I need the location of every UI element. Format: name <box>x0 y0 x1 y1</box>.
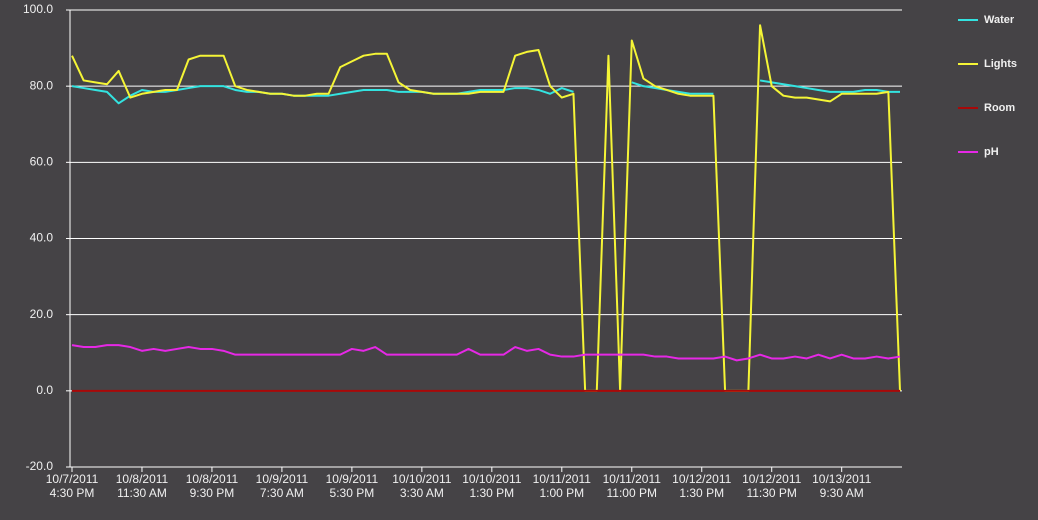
series-line <box>71 24 901 392</box>
x-tick-label: 10/11/2011 1:00 PM <box>532 472 591 500</box>
x-tick-label: 10/9/2011 5:30 PM <box>325 472 379 500</box>
x-tick-label: 10/8/2011 9:30 PM <box>185 472 239 500</box>
x-tick-label: 10/7/2011 4:30 PM <box>45 472 99 500</box>
y-tick-label: 80.0 <box>30 78 54 92</box>
series-line <box>71 344 901 362</box>
y-tick-label: 0.0 <box>36 383 53 397</box>
y-tick-label: 20.0 <box>30 307 54 321</box>
legend-label: Water <box>984 14 1015 26</box>
x-tick-label: 10/12/2011 1:30 PM <box>672 472 732 500</box>
legend-label: pH <box>984 146 999 158</box>
x-tick-label: 10/13/2011 9:30 AM <box>812 472 872 500</box>
legend-label: Lights <box>984 58 1017 70</box>
y-tick-label: 60.0 <box>30 155 54 169</box>
y-tick-label: 40.0 <box>30 231 54 245</box>
x-tick-label: 10/9/2011 7:30 AM <box>255 472 309 500</box>
x-tick-label: 10/12/2011 11:30 PM <box>742 472 802 500</box>
y-tick-label: -20.0 <box>26 459 54 473</box>
y-tick-label: 100.0 <box>23 2 53 16</box>
x-tick-label: 10/10/2011 1:30 PM <box>462 472 522 500</box>
x-tick-label: 10/10/2011 3:30 AM <box>392 472 452 500</box>
legend-label: Room <box>984 102 1015 114</box>
x-tick-label: 10/11/2011 11:00 PM <box>602 472 661 500</box>
x-tick-label: 10/8/2011 11:30 AM <box>115 472 169 500</box>
